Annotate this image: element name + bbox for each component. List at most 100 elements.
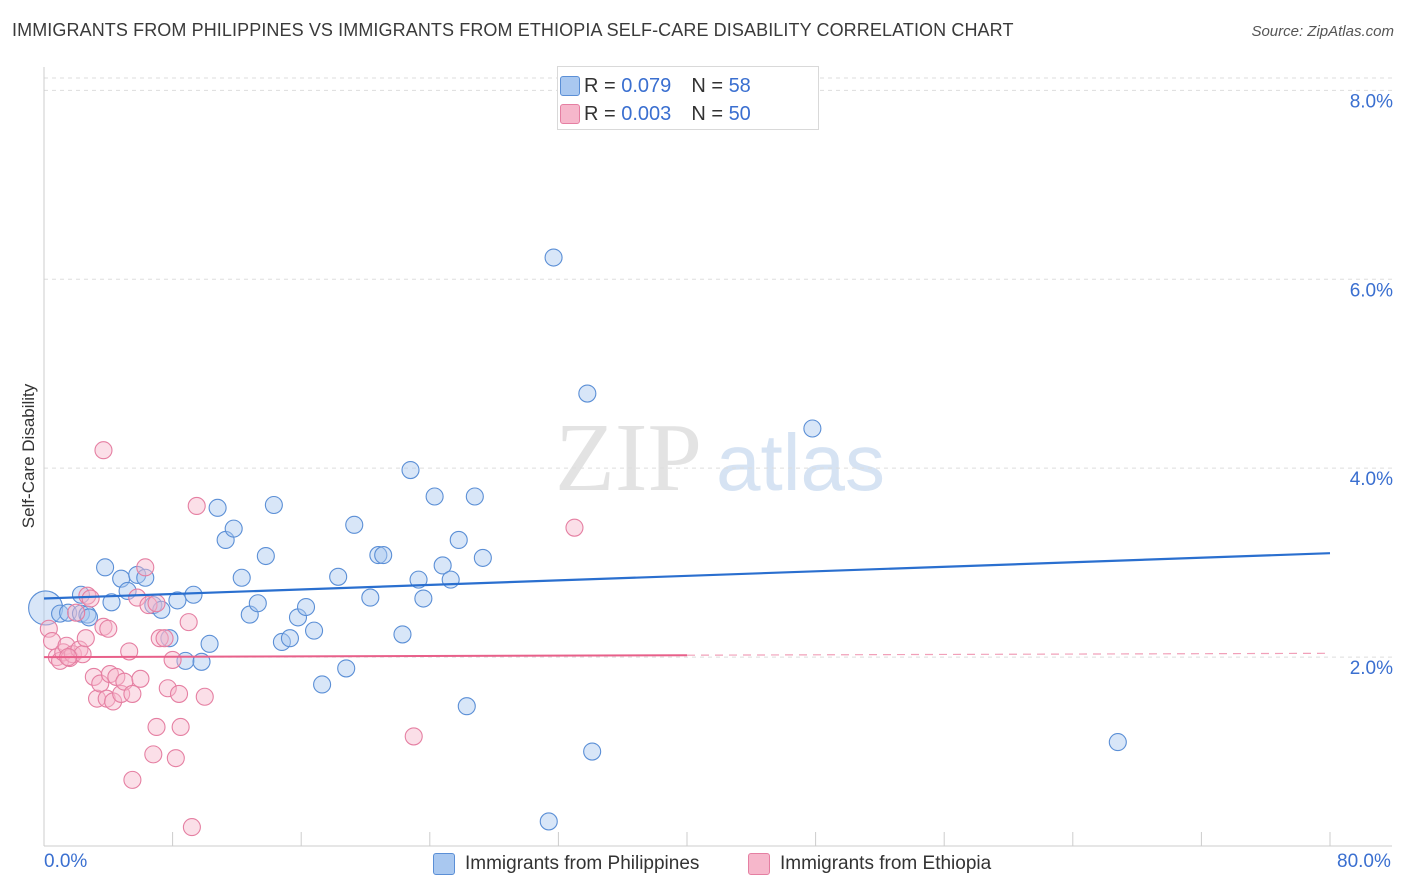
n-label: N = — [691, 102, 723, 125]
philippines-point — [345, 515, 364, 534]
ethiopia-point — [76, 629, 95, 648]
philippines-point — [401, 461, 420, 480]
ethiopia-point — [404, 727, 423, 746]
y-tick-label: 6.0% — [1350, 280, 1393, 301]
y-tick-label: 4.0% — [1350, 469, 1393, 490]
y-tick-label: 8.0% — [1350, 91, 1393, 112]
legend-item-philippines: Immigrants from Philippines — [433, 851, 699, 877]
r-value: 0.003 — [621, 102, 672, 125]
y-tick-label: 2.0% — [1350, 658, 1393, 679]
r-value: 0.079 — [621, 74, 672, 97]
x-tick-max: 80.0% — [1337, 851, 1391, 872]
philippines-point — [329, 567, 348, 586]
ethiopia-point — [136, 558, 155, 577]
philippines-point — [449, 530, 468, 550]
ethiopia-point — [147, 717, 166, 737]
philippines-legend-swatch — [433, 853, 455, 875]
r-label: R = — [584, 74, 616, 97]
ethiopia-point — [187, 496, 206, 516]
philippines-point — [583, 742, 602, 761]
ethiopia-point — [144, 745, 163, 764]
ethiopia-point — [166, 749, 185, 768]
watermark-zip: ZIP — [555, 404, 702, 512]
y-axis-label: Self-Care Disability — [19, 383, 38, 528]
ethiopia-point — [163, 650, 182, 669]
philippines-point — [414, 589, 433, 608]
r-label: R = — [584, 102, 616, 125]
philippines-point — [803, 419, 822, 438]
legend-label-philippines: Immigrants from Philippines — [465, 853, 700, 874]
philippines-point — [256, 546, 275, 566]
x-tick-min: 0.0% — [44, 851, 88, 872]
ethiopia-trend-extension — [686, 652, 1331, 656]
philippines-point — [160, 629, 179, 648]
philippines-point — [369, 546, 388, 565]
ethiopia-point — [158, 679, 177, 698]
tick-labels: 2.0% 4.0% 6.0% 8.0% — [1350, 91, 1393, 679]
philippines-swatch — [560, 76, 580, 96]
philippines-point — [136, 568, 155, 587]
philippines-point — [296, 597, 316, 617]
stats-row-philippines: R = 0.079 N = 58 — [560, 73, 751, 99]
chart-title: IMMIGRANTS FROM PHILIPPINES VS IMMIGRANT… — [12, 20, 1014, 40]
stats-legend-box: R = 0.079 N = 58 R = 0.003 N = 50 — [557, 66, 819, 130]
chart-source: Source: ZipAtlas.com — [1251, 23, 1394, 40]
data-points — [28, 248, 1127, 837]
philippines-point — [409, 570, 428, 589]
ethiopia-swatch — [560, 104, 580, 124]
ethiopia-point — [131, 669, 150, 688]
legend-label-ethiopia: Immigrants from Ethiopia — [780, 853, 992, 874]
ethiopia-point — [123, 684, 142, 703]
philippines-point — [232, 568, 251, 587]
n-label: N = — [691, 74, 723, 97]
watermark: ZIP atlas — [555, 404, 885, 512]
ethiopia-point — [150, 629, 169, 648]
ethiopia-point — [123, 770, 142, 789]
philippines-point — [102, 593, 121, 612]
ethiopia-legend-swatch — [748, 853, 770, 875]
ethiopia-point — [120, 642, 139, 661]
philippines-point — [224, 519, 243, 538]
ethiopia-point — [81, 589, 100, 608]
ethiopia-point — [182, 818, 201, 837]
n-value: 58 — [728, 74, 751, 97]
ethiopia-point — [155, 629, 174, 648]
ethiopia-point — [67, 603, 86, 622]
philippines-point — [168, 591, 187, 610]
philippines-point — [200, 634, 219, 653]
philippines-point — [465, 487, 484, 506]
philippines-trend-line — [43, 552, 1331, 600]
philippines-point — [280, 629, 299, 648]
philippines-point — [457, 697, 476, 716]
ethiopia-point — [195, 687, 214, 706]
ethiopia-point — [94, 441, 113, 460]
philippines-point — [539, 812, 558, 831]
philippines-point — [544, 248, 563, 267]
ethiopia-point — [565, 518, 584, 537]
ethiopia-point — [171, 717, 190, 737]
philippines-point — [441, 570, 460, 589]
axes — [43, 67, 1392, 847]
philippines-point — [313, 675, 332, 694]
philippines-point — [393, 625, 412, 644]
watermark-atlas: atlas — [716, 418, 885, 507]
ethiopia-point — [169, 684, 189, 703]
ethiopia-point — [99, 619, 118, 638]
philippines-point — [305, 621, 324, 640]
ethiopia-point — [91, 674, 110, 693]
philippines-point — [71, 585, 91, 604]
philippines-point — [361, 588, 380, 607]
trend-lines — [43, 552, 1331, 659]
philippines-point — [473, 548, 492, 567]
philippines-point — [208, 498, 227, 517]
philippines-point — [433, 556, 452, 575]
philippines-point — [96, 558, 115, 577]
ethiopia-point — [179, 613, 198, 632]
philippines-point — [28, 590, 64, 626]
philippines-point — [1108, 733, 1127, 752]
n-value: 50 — [728, 102, 751, 125]
philippines-point — [264, 495, 283, 515]
philippines-point — [374, 546, 393, 565]
ethiopia-trend-line — [43, 654, 688, 659]
